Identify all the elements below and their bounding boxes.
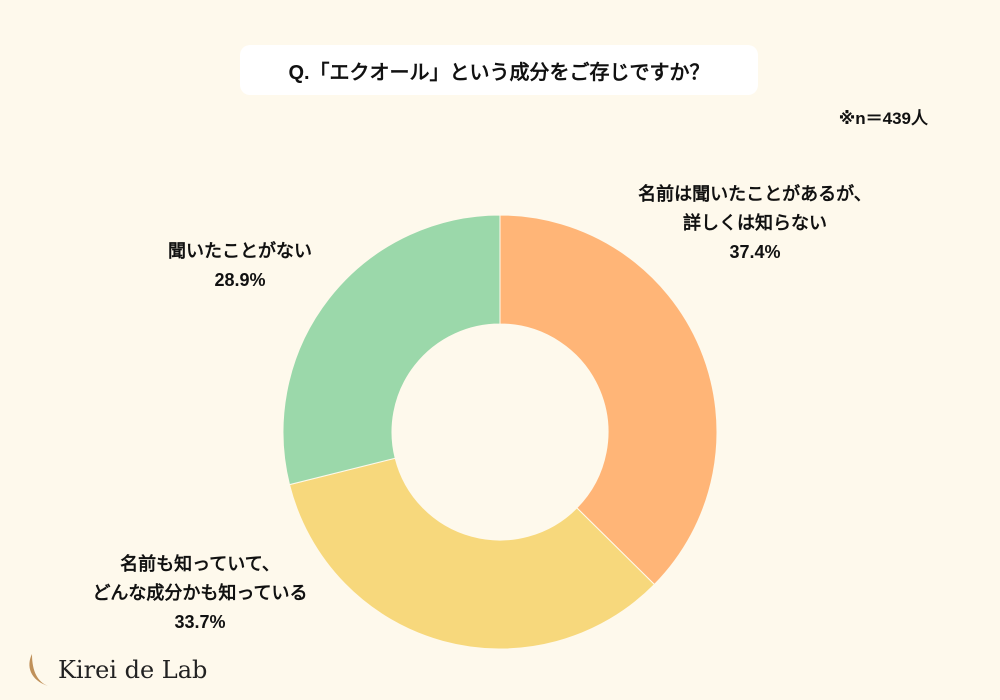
- logo-text: Kirei de Lab: [58, 656, 208, 684]
- brand-logo: Kirei de Lab: [24, 652, 207, 688]
- value-label: 37.4%: [729, 242, 781, 262]
- value-label: 33.7%: [174, 612, 226, 632]
- value-label: 28.9%: [214, 270, 266, 290]
- label-know-well: 名前も知っていて、 どんな成分かも知っている 33.7%: [40, 550, 360, 637]
- label-line: 名前は聞いたことがあるが、: [638, 184, 872, 204]
- sample-size-note: ※n＝439人: [838, 109, 928, 128]
- label-never-heard: 聞いたことがない 28.9%: [110, 237, 370, 295]
- donut-slice-2: [282, 214, 501, 486]
- donut-slice-0: [499, 214, 718, 586]
- label-line: 聞いたことがない: [168, 241, 312, 261]
- label-heard-only: 名前は聞いたことがあるが、 詳しくは知らない 37.4%: [590, 180, 920, 267]
- chart-title: Q.「エクオール」という成分をご存じですか？: [240, 45, 758, 95]
- crescent-logo-icon: [29, 654, 48, 686]
- label-line: 詳しくは知らない: [683, 213, 827, 233]
- label-line: 名前も知っていて、: [120, 554, 280, 574]
- donut-slice-1: [288, 457, 656, 650]
- label-line: どんな成分かも知っている: [92, 583, 308, 603]
